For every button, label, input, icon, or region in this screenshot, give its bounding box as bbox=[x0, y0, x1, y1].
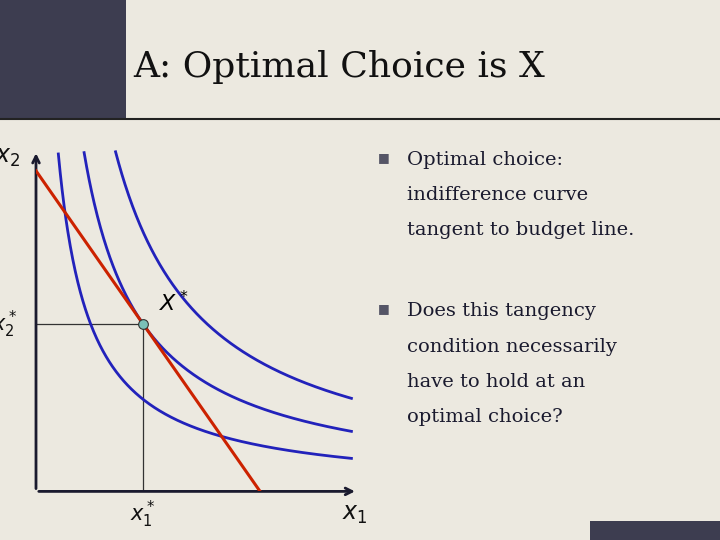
Text: A: Optimal Choice is X: A: Optimal Choice is X bbox=[133, 51, 545, 84]
Text: condition necessarily: condition necessarily bbox=[407, 338, 616, 355]
Text: $x_1$: $x_1$ bbox=[342, 503, 367, 526]
Text: $x_2$: $x_2$ bbox=[0, 146, 20, 168]
Text: tangent to budget line.: tangent to budget line. bbox=[407, 221, 634, 239]
Text: ■: ■ bbox=[378, 151, 390, 164]
Text: Does this tangency: Does this tangency bbox=[407, 302, 595, 320]
Text: $x_1^*$: $x_1^*$ bbox=[130, 499, 156, 530]
Text: Optimal choice:: Optimal choice: bbox=[407, 151, 563, 169]
Text: ■: ■ bbox=[378, 302, 390, 315]
Text: optimal choice?: optimal choice? bbox=[407, 408, 562, 426]
Text: indifference curve: indifference curve bbox=[407, 186, 588, 204]
Text: $x_2^*$: $x_2^*$ bbox=[0, 309, 17, 340]
Text: have to hold at an: have to hold at an bbox=[407, 373, 585, 390]
Text: $X^*$: $X^*$ bbox=[159, 291, 189, 316]
